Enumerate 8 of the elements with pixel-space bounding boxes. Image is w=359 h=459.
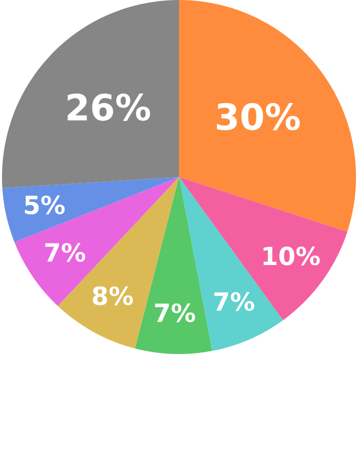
data-label: 10% (264, 246, 320, 266)
data-label: 7% (155, 303, 196, 322)
data-label: 5% (24, 195, 65, 214)
data-label: 26% (68, 94, 150, 121)
data-label: 7% (45, 242, 86, 262)
data-label: 30% (216, 102, 300, 130)
data-label: 7% (214, 292, 254, 311)
data-label: 8% (92, 286, 133, 306)
